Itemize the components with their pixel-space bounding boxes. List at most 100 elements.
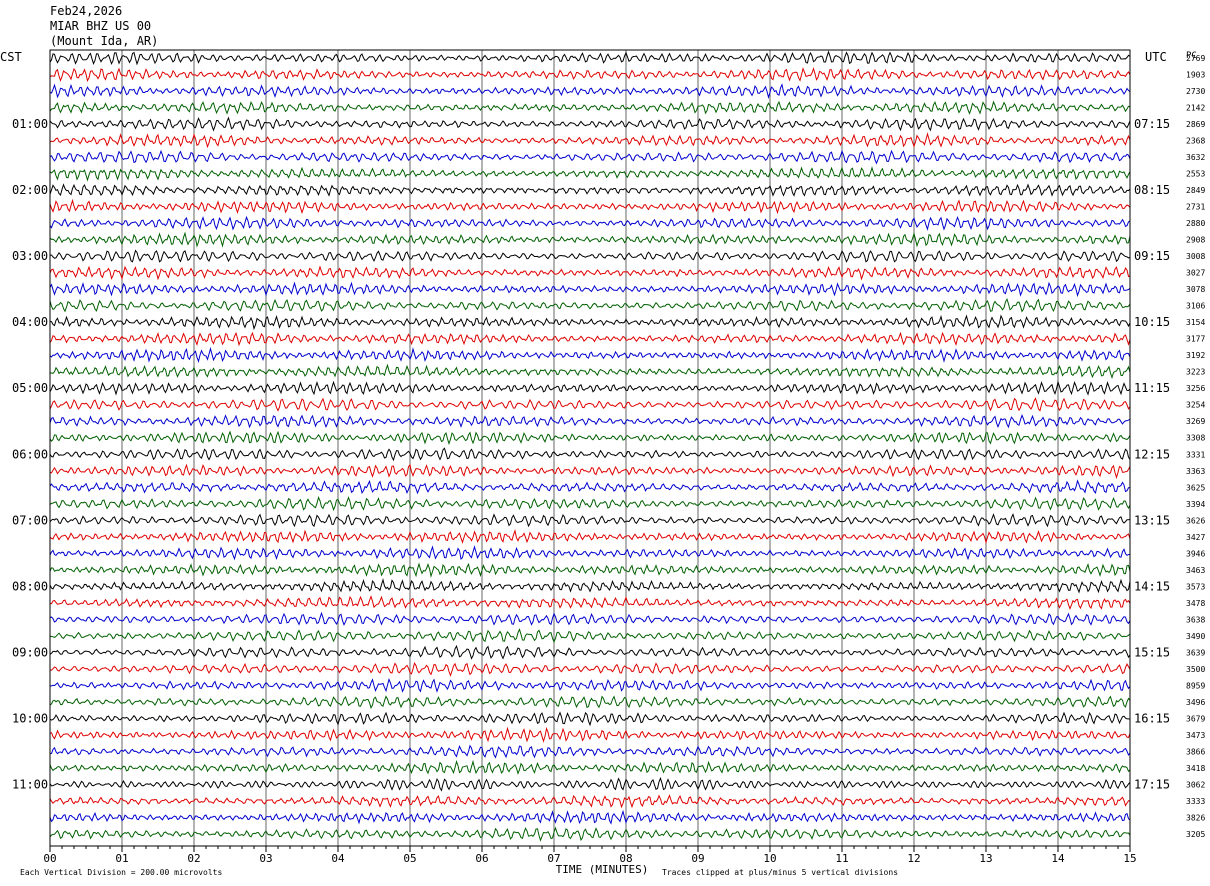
row-value-47: 3826 <box>1186 813 1205 822</box>
row-value-9: 2849 <box>1186 186 1205 195</box>
trace-row-17 <box>49 314 1131 331</box>
trace-row-43 <box>49 744 1131 759</box>
row-value-6: 2368 <box>1186 137 1205 146</box>
trace-row-45 <box>49 776 1131 792</box>
right-hour-label: 12:15 <box>1134 447 1170 461</box>
row-value-21: 3256 <box>1186 384 1205 393</box>
trace-row-33 <box>49 578 1131 594</box>
row-value-33: 3573 <box>1186 582 1205 591</box>
trace-row-38 <box>49 661 1131 677</box>
axis-labels: CST UTC PC 01:00 02:00 03:00 04:00 05:00 06:00 07… <box>0 50 1205 877</box>
row-value-3: 2730 <box>1186 87 1205 96</box>
row-value-2: 1903 <box>1186 71 1205 80</box>
x-tick-label-02: 02 <box>187 852 200 865</box>
trace-row-19 <box>49 346 1131 363</box>
row-value-40: 3496 <box>1186 698 1205 707</box>
trace-row-23 <box>49 414 1131 429</box>
row-value-46: 3333 <box>1186 797 1205 806</box>
trace-row-11 <box>49 215 1131 231</box>
x-tick-label-01: 01 <box>115 852 128 865</box>
trace-row-4 <box>49 100 1131 115</box>
trace-row-12 <box>49 231 1131 248</box>
minute-gridlines <box>121 50 1059 846</box>
row-value-23: 3269 <box>1186 417 1205 426</box>
trace-row-47 <box>49 809 1131 825</box>
row-value-25: 3331 <box>1186 450 1205 459</box>
row-value-30: 3427 <box>1186 533 1205 542</box>
row-value-35: 3638 <box>1186 615 1205 624</box>
trace-row-5 <box>49 116 1131 132</box>
x-tick-label-08: 08 <box>619 852 632 865</box>
right-col-label: PC <box>1186 51 1197 61</box>
row-value-32: 3463 <box>1186 566 1205 575</box>
trace-row-32 <box>49 562 1131 579</box>
row-value-45: 3062 <box>1186 780 1205 789</box>
row-value-19: 3192 <box>1186 351 1205 360</box>
trace-row-39 <box>49 677 1131 693</box>
x-tick-label-09: 09 <box>691 852 704 865</box>
right-hour-label: 11:15 <box>1134 381 1170 395</box>
trace-row-18 <box>49 331 1131 347</box>
trace-row-1 <box>49 50 1131 66</box>
left-hour-label: 11:00 <box>12 777 48 791</box>
row-value-41: 3679 <box>1186 714 1205 723</box>
trace-row-35 <box>49 611 1131 626</box>
right-hour-label: 15:15 <box>1134 645 1170 659</box>
x-tick-label-05: 05 <box>403 852 416 865</box>
right-hour-label: 16:15 <box>1134 711 1170 725</box>
left-hour-label: 05:00 <box>12 381 48 395</box>
x-tick-label-10: 10 <box>763 852 776 865</box>
plot-frame <box>49 49 1131 847</box>
trace-row-44 <box>49 759 1131 775</box>
trace-row-46 <box>49 794 1130 809</box>
left-hour-label: 09:00 <box>12 645 48 659</box>
row-value-39: 8959 <box>1186 681 1205 690</box>
right-hour-label: 14:15 <box>1134 579 1170 593</box>
row-value-27: 3625 <box>1186 483 1205 492</box>
trace-row-30 <box>49 529 1131 545</box>
left-hour-label: 10:00 <box>12 711 48 725</box>
right-hour-label: 09:15 <box>1134 249 1170 263</box>
left-hour-label: 02:00 <box>12 183 48 197</box>
trace-row-42 <box>49 726 1131 743</box>
row-value-48: 3205 <box>1186 830 1205 839</box>
row-value-34: 3478 <box>1186 599 1205 608</box>
left-hour-label: 01:00 <box>12 117 48 131</box>
trace-row-34 <box>49 595 1131 610</box>
row-value-37: 3639 <box>1186 648 1205 657</box>
trace-row-10 <box>49 198 1131 215</box>
trace-row-27 <box>49 479 1131 495</box>
row-value-26: 3363 <box>1186 467 1205 476</box>
trace-row-41 <box>49 711 1131 727</box>
trace-row-2 <box>49 67 1131 83</box>
x-tick-label-04: 04 <box>331 852 345 865</box>
row-value-17: 3154 <box>1186 318 1205 327</box>
left-hour-label: 08:00 <box>12 579 48 593</box>
trace-row-13 <box>49 249 1131 263</box>
left-hour-label: 03:00 <box>12 249 48 263</box>
row-value-1: 2769 <box>1186 54 1205 63</box>
row-value-11: 2880 <box>1186 219 1205 228</box>
x-tick-label-14: 14 <box>1051 852 1065 865</box>
trace-row-20 <box>49 363 1131 380</box>
row-value-38: 3500 <box>1186 665 1205 674</box>
row-value-8: 2553 <box>1186 170 1205 179</box>
row-value-28: 3394 <box>1186 500 1205 509</box>
row-value-20: 3223 <box>1186 368 1205 377</box>
clip-note: Traces clipped at plus/minus 5 vertical … <box>662 868 898 877</box>
row-value-4: 2142 <box>1186 104 1205 113</box>
row-value-15: 3078 <box>1186 285 1205 294</box>
x-axis-title: TIME (MINUTES) <box>556 863 649 876</box>
seismic-traces <box>49 50 1131 842</box>
right-hour-label: 17:15 <box>1134 777 1170 791</box>
plot-date: Feb24,2026 <box>50 4 123 18</box>
trace-row-8 <box>49 166 1131 182</box>
row-value-18: 3177 <box>1186 335 1205 344</box>
x-axis-ticks: 00 01 02 03 04 05 06 07 08 09 10 11 12 13 14 15 <box>43 846 1137 865</box>
station-id: MIAR BHZ US 00 <box>50 19 152 33</box>
row-value-22: 3254 <box>1186 401 1205 410</box>
x-tick-label-00: 00 <box>43 852 56 865</box>
trace-row-3 <box>49 83 1131 100</box>
right-hour-label: 08:15 <box>1134 183 1170 197</box>
